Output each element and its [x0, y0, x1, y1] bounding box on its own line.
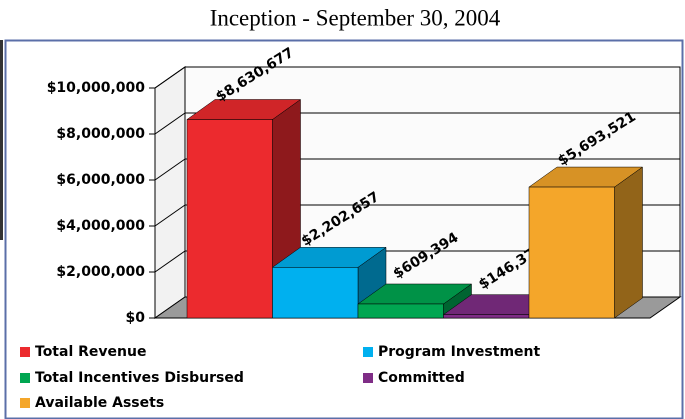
y-tick-label: $0 — [126, 310, 146, 326]
grid-line — [154, 112, 186, 135]
bar — [357, 283, 473, 319]
grid-line — [154, 204, 186, 227]
legend-label: Program Investment — [378, 344, 540, 360]
chart-title: Inception - September 30, 2004 — [210, 5, 501, 30]
edge — [0, 40, 3, 240]
y-tick-label: $4,000,000 — [56, 218, 145, 234]
bar-front — [443, 314, 530, 319]
legend-swatch — [363, 373, 373, 383]
legend-swatch — [20, 373, 30, 383]
legend-label: Total Revenue — [35, 344, 146, 360]
legend-label: Total Incentives Disbursed — [35, 370, 244, 386]
legend-label: Committed — [378, 370, 465, 386]
bar-front — [357, 303, 444, 319]
legend-swatch — [20, 398, 30, 408]
y-tick-label: $8,000,000 — [56, 126, 145, 142]
y-tick-label: $6,000,000 — [56, 172, 145, 188]
grid-line — [154, 158, 186, 181]
y-tick-label: $2,000,000 — [56, 264, 145, 280]
bar-front — [272, 267, 359, 319]
bar — [528, 166, 644, 319]
grid-line — [154, 250, 186, 273]
legend-swatch — [363, 347, 373, 357]
bar-front — [186, 119, 273, 319]
grid-line — [154, 66, 186, 89]
y-tick-label: $10,000,000 — [47, 80, 146, 96]
legend-swatch — [20, 347, 30, 357]
legend-label: Available Assets — [35, 395, 164, 411]
left-wall — [154, 66, 186, 319]
bar-side — [614, 166, 643, 319]
bar-front — [528, 186, 615, 319]
